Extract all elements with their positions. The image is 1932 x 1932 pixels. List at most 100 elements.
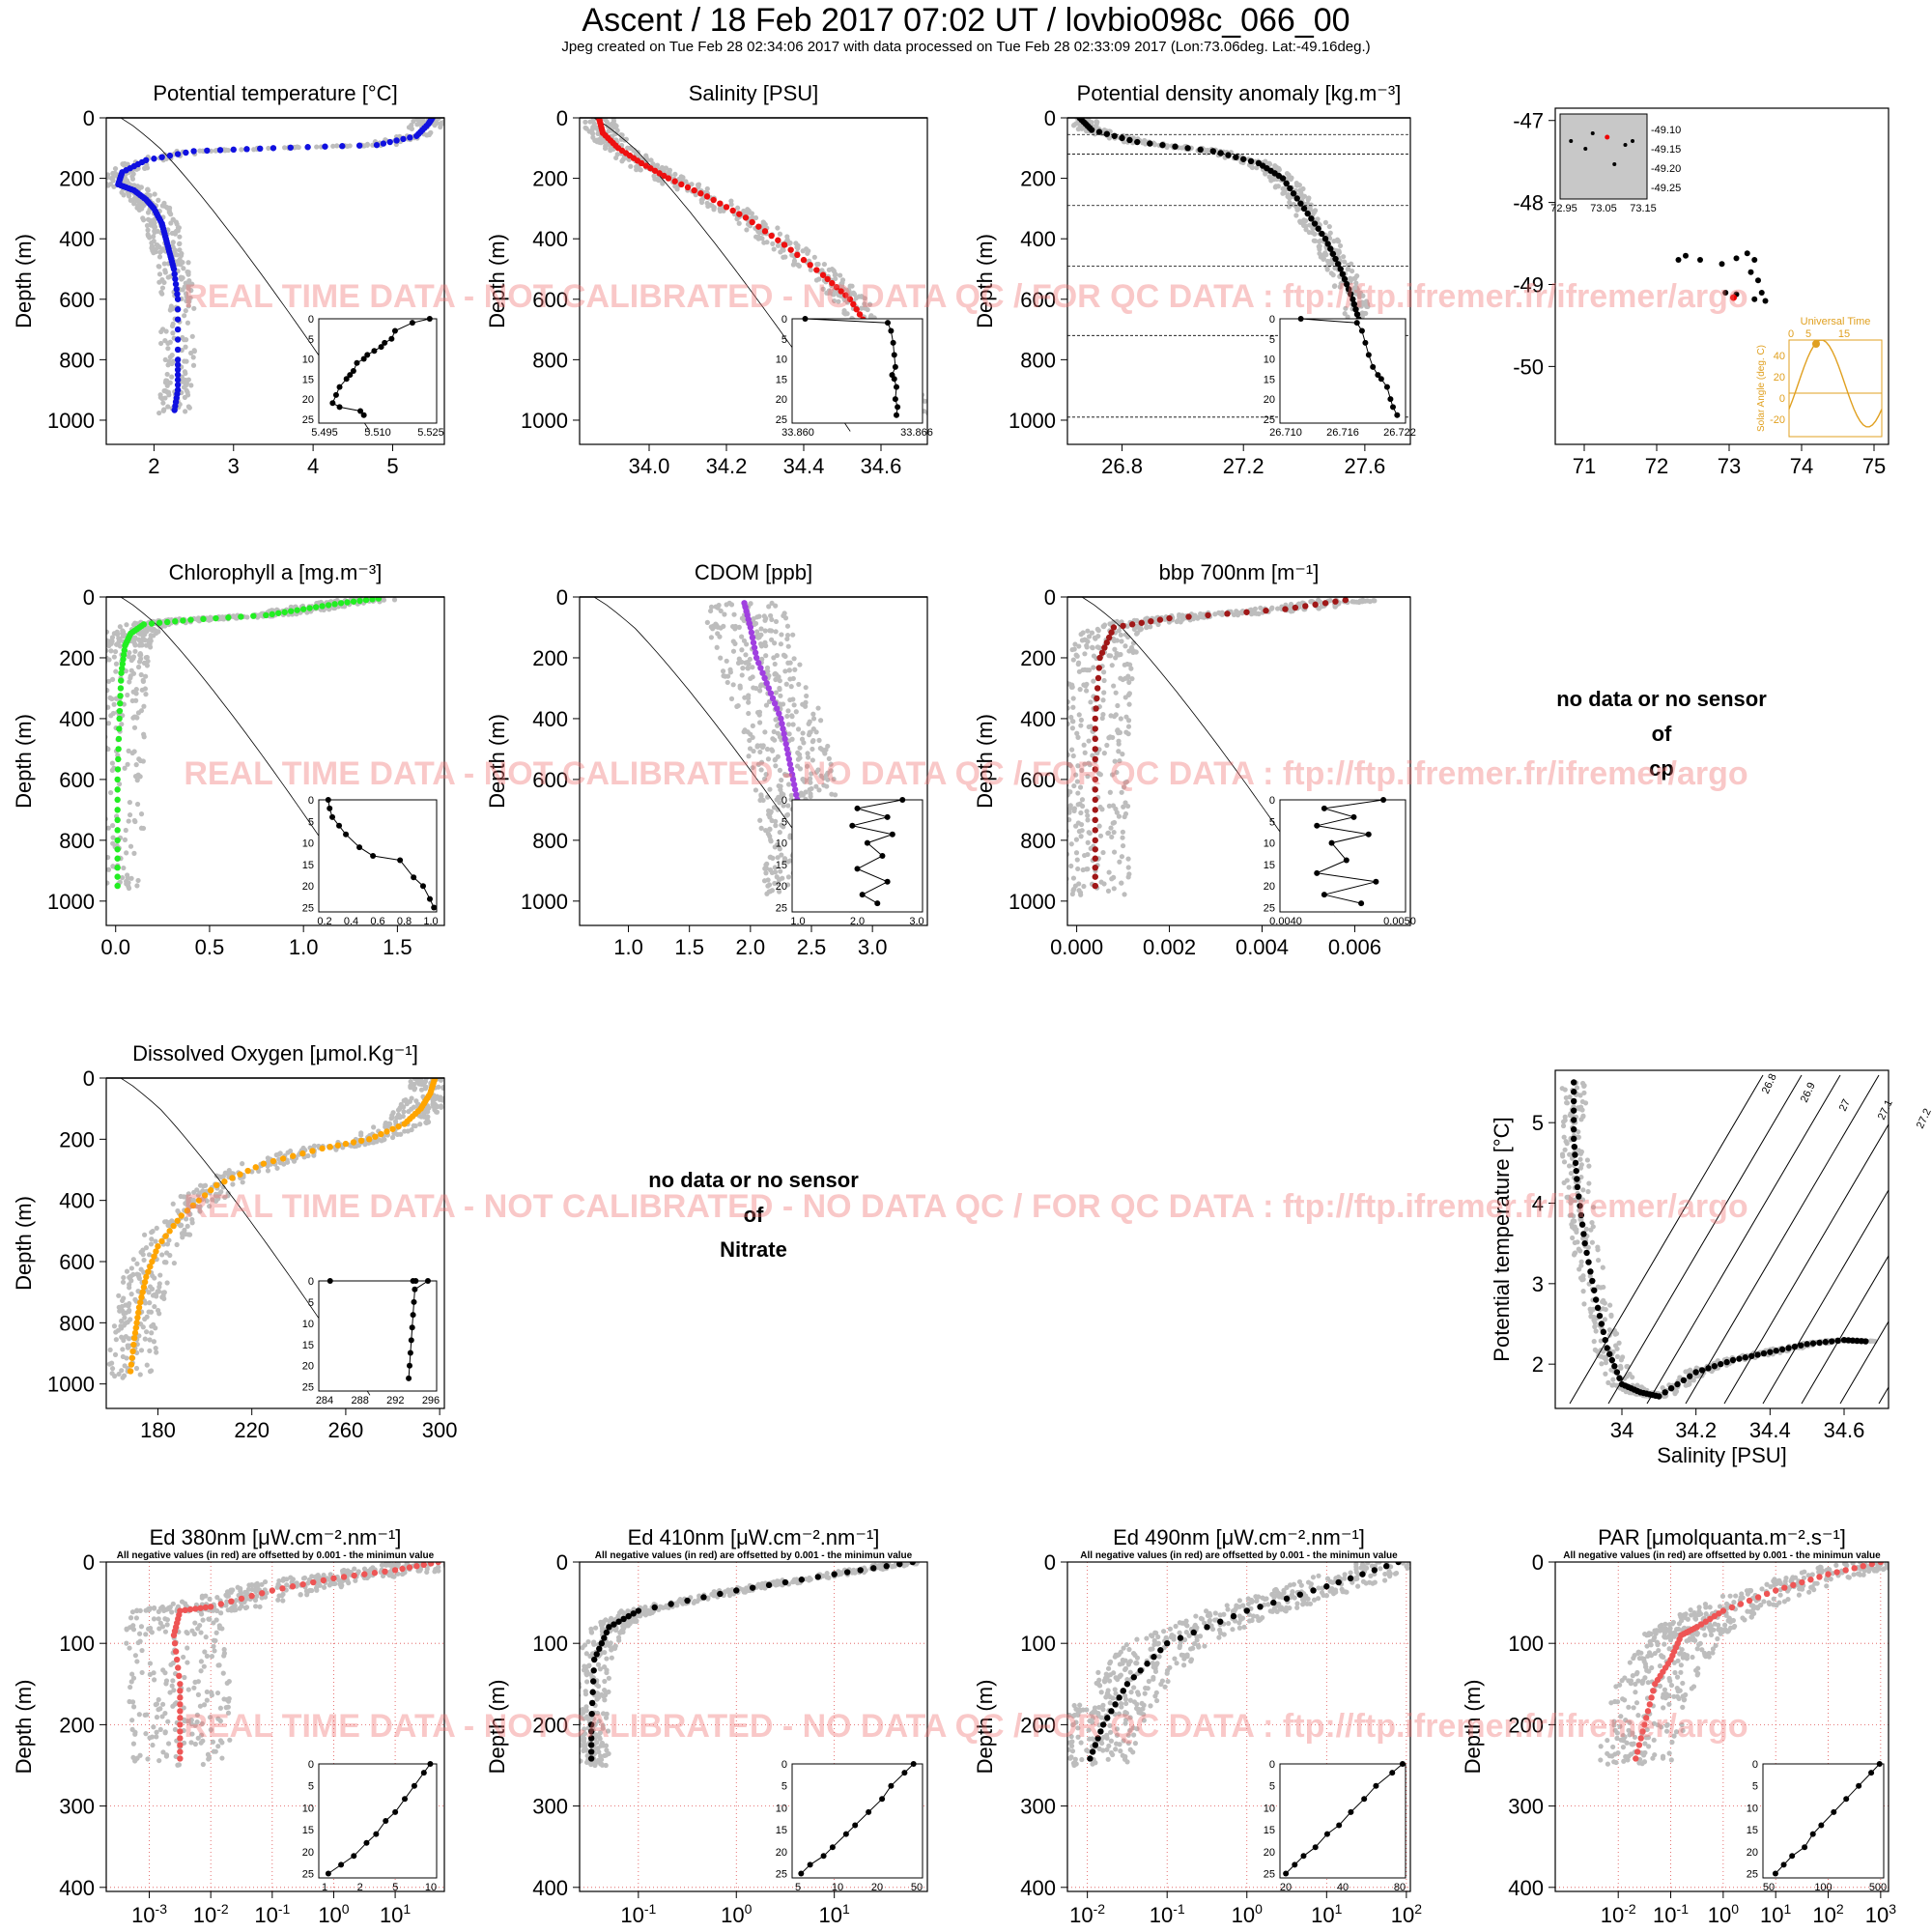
history-point	[1089, 644, 1095, 650]
profile-point	[1098, 649, 1106, 656]
history-point	[274, 1165, 280, 1171]
history-point	[1608, 1313, 1614, 1320]
history-point	[146, 1252, 153, 1258]
history-point	[808, 267, 813, 273]
profile-point	[1233, 154, 1239, 160]
history-point	[158, 289, 164, 296]
history-point	[1117, 859, 1122, 865]
profile-point	[237, 1171, 243, 1178]
history-point	[1607, 1302, 1613, 1308]
profile-point	[174, 361, 182, 368]
history-point	[1111, 849, 1118, 855]
history-point	[1070, 657, 1076, 663]
history-point	[1306, 195, 1312, 201]
xtick-label: 5	[386, 454, 398, 478]
profile-point	[829, 279, 836, 287]
profile-point	[656, 170, 663, 177]
profile-point	[120, 656, 127, 663]
history-point	[156, 254, 163, 260]
history-point	[159, 285, 166, 291]
profile-point	[355, 142, 363, 149]
inset-ytick: 0	[781, 314, 787, 326]
profile-point	[1350, 296, 1356, 302]
history-point	[598, 139, 604, 146]
history-point	[783, 772, 789, 779]
ytick-label: 800	[1020, 829, 1056, 853]
history-point	[112, 648, 119, 655]
xtick-label: 0.004	[1236, 935, 1289, 959]
history-point	[1581, 1090, 1587, 1095]
history-point	[119, 722, 125, 727]
history-point	[767, 814, 773, 820]
profile-point	[1096, 654, 1103, 662]
history-point	[1133, 631, 1140, 637]
history-point	[781, 803, 786, 809]
inset-point	[1387, 396, 1394, 403]
history-point	[862, 301, 867, 307]
history-point	[1101, 669, 1107, 675]
history-point	[1367, 599, 1373, 605]
profile-point	[306, 605, 313, 611]
history-point	[288, 604, 294, 610]
history-point	[1083, 683, 1089, 689]
history-point	[98, 682, 102, 687]
history-point	[800, 776, 806, 782]
profile-point	[1341, 275, 1349, 283]
inset-ytick: 10	[1264, 838, 1275, 850]
history-point	[1117, 758, 1122, 764]
history-point	[120, 1279, 127, 1285]
history-point	[1589, 1219, 1595, 1226]
profile-point	[114, 882, 121, 890]
history-point	[1618, 1365, 1624, 1371]
history-point	[1114, 769, 1120, 776]
history-point	[220, 1184, 226, 1190]
history-point	[109, 1366, 116, 1372]
profile-point	[813, 267, 820, 273]
ytick-label: 800	[532, 829, 568, 853]
chart-title: Potential temperature [°C]	[153, 81, 397, 105]
history-point	[134, 1271, 140, 1277]
history-point	[770, 748, 776, 753]
history-point	[161, 261, 167, 267]
history-point	[156, 271, 163, 277]
history-point	[825, 777, 831, 782]
history-point	[1075, 661, 1081, 668]
history-point	[99, 651, 103, 656]
history-point	[783, 681, 789, 687]
map-zoom-inset	[1559, 113, 1648, 200]
history-point	[144, 165, 151, 171]
xtick-label: 220	[234, 1418, 270, 1442]
inset-xtick: 0.8	[397, 916, 412, 927]
history-point	[1349, 268, 1355, 274]
history-point	[784, 713, 790, 720]
history-point	[183, 344, 188, 350]
history-point	[785, 643, 791, 649]
history-point	[1062, 754, 1066, 759]
history-point	[1287, 195, 1293, 201]
history-point	[141, 1257, 147, 1264]
history-point	[805, 763, 810, 769]
history-point	[1077, 784, 1084, 790]
profile-point	[661, 172, 668, 180]
history-point	[1288, 176, 1293, 183]
profile-point	[1321, 600, 1329, 607]
profile-point	[149, 1258, 156, 1265]
history-point	[131, 201, 137, 207]
history-point	[784, 811, 791, 818]
history-point	[614, 152, 620, 157]
history-point	[177, 234, 183, 240]
history-point	[1085, 628, 1091, 634]
history-point	[1276, 167, 1283, 173]
history-point	[145, 227, 151, 233]
inset-point	[1362, 339, 1369, 346]
ytick-label: 1000	[47, 890, 95, 914]
profile-point	[1126, 136, 1133, 144]
profile-point	[781, 730, 787, 737]
history-point	[113, 661, 120, 667]
inset-ytick: 10	[302, 355, 314, 366]
history-point	[1107, 789, 1113, 795]
history-point	[1602, 1300, 1607, 1306]
history-point	[371, 1124, 377, 1130]
history-point	[764, 746, 771, 753]
inset-point	[391, 327, 398, 334]
